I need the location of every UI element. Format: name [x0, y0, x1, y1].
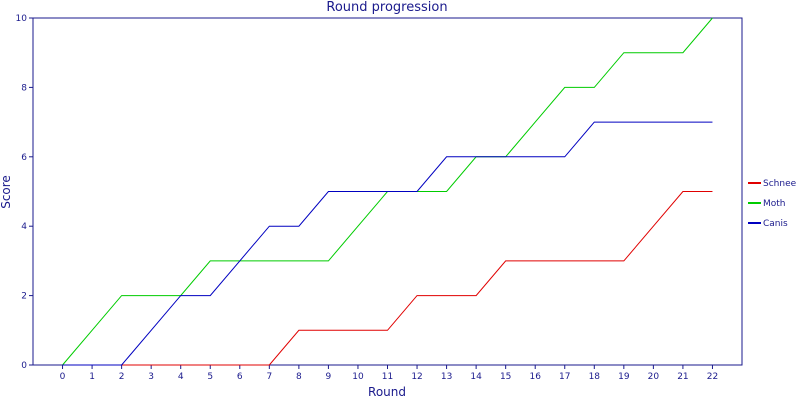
- y-tick-label: 8: [21, 83, 27, 93]
- y-tick-label: 4: [21, 222, 27, 232]
- x-tick-label: 17: [559, 372, 570, 382]
- legend-label-schnee: Schnee: [763, 179, 797, 189]
- legend-label-moth: Moth: [763, 199, 786, 209]
- y-axis: 0 2 4 6 8 10: [16, 14, 33, 371]
- x-tick-label: 12: [411, 372, 422, 382]
- series-line-schnee: [62, 191, 713, 366]
- x-tick-label: 2: [119, 372, 125, 382]
- x-tick-label: 4: [178, 372, 184, 382]
- x-tick-label: 0: [60, 372, 66, 382]
- x-tick-label: 3: [148, 372, 154, 382]
- x-tick-label: 8: [296, 372, 302, 382]
- series-lines: [62, 17, 713, 366]
- x-tick-label: 15: [500, 372, 511, 382]
- chart-title: Round progression: [326, 0, 447, 15]
- x-tick-label: 7: [266, 372, 272, 382]
- x-axis: 0 1 2 3 4 5 6 7 8 9 10 11 12 13 14 15 16 17 18 19 20 21 22: [60, 365, 718, 382]
- legend: Schnee Moth Canis: [748, 179, 797, 229]
- y-tick-label: 2: [21, 292, 27, 302]
- x-tick-label: 1: [89, 372, 95, 382]
- x-tick-label: 18: [589, 372, 601, 382]
- x-tick-label: 22: [707, 372, 718, 382]
- x-tick-label: 20: [648, 372, 660, 382]
- x-tick-label: 19: [618, 372, 630, 382]
- legend-label-canis: Canis: [763, 219, 788, 229]
- x-tick-label: 6: [237, 372, 243, 382]
- x-tick-label: 11: [382, 372, 393, 382]
- x-axis-label: Round: [368, 385, 406, 399]
- series-line-canis: [62, 121, 713, 366]
- y-axis-label: Score: [0, 175, 13, 209]
- x-tick-label: 16: [529, 372, 541, 382]
- x-tick-label: 5: [207, 372, 213, 382]
- x-tick-label: 9: [326, 372, 332, 382]
- x-tick-label: 13: [441, 372, 452, 382]
- x-tick-label: 10: [352, 372, 364, 382]
- x-tick-label: 21: [677, 372, 688, 382]
- y-tick-label: 10: [16, 14, 28, 24]
- y-tick-label: 0: [21, 361, 27, 371]
- y-tick-label: 6: [21, 153, 27, 163]
- x-tick-label: 14: [470, 372, 482, 382]
